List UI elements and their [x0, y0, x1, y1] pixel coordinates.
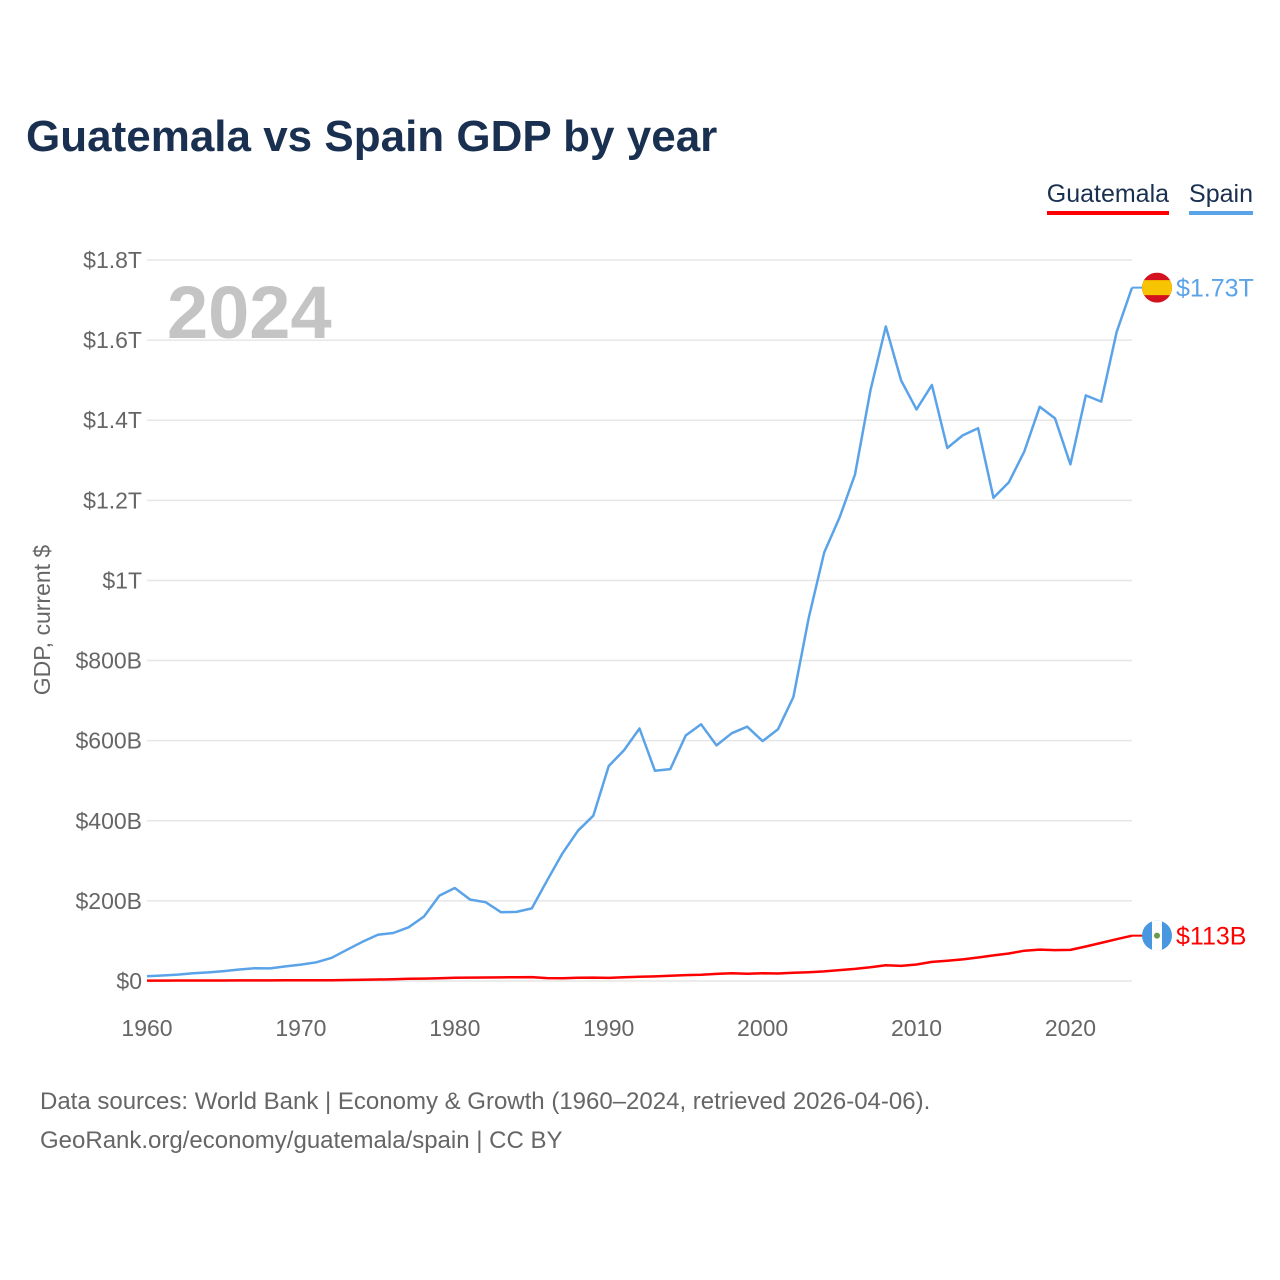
data-sources: Data sources: World Bank | Economy & Gro…: [40, 1088, 931, 1115]
x-tick-label: 1960: [121, 1015, 172, 1041]
x-tick-label: 2020: [1045, 1015, 1096, 1041]
legend-spain[interactable]: Spain: [1189, 180, 1253, 215]
y-axis-label: GDP, current $: [29, 545, 55, 696]
x-tick-label: 1980: [429, 1015, 480, 1041]
legend: Guatemala Spain: [1046, 180, 1253, 215]
y-tick-label: $1.8T: [83, 247, 142, 273]
y-tick-label: $1.4T: [83, 407, 142, 433]
source-link[interactable]: GeoRank.org/economy/guatemala/spain | CC…: [40, 1127, 563, 1154]
y-tick-label: $1T: [102, 567, 142, 593]
chart-title: Guatemala vs Spain GDP by year: [26, 112, 718, 161]
y-tick-label: $1.2T: [83, 487, 142, 513]
series-line-spain: [146, 287, 1134, 978]
footer: Data sources: World Bank | Economy & Gro…: [40, 1082, 930, 1160]
x-tick-label: 1990: [583, 1015, 634, 1041]
y-tick-label: $200B: [75, 888, 142, 914]
end-value-label: $113B: [1176, 923, 1246, 951]
year-watermark: 2024: [167, 271, 332, 354]
series-line-guatemala: [147, 934, 1133, 982]
x-tick-label: 1970: [275, 1015, 326, 1041]
y-tick-label: $0: [116, 968, 142, 994]
guatemala-flag-icon: [1142, 920, 1172, 951]
y-tick-label: $600B: [75, 728, 142, 754]
y-tick-label: $400B: [75, 808, 142, 834]
x-tick-label: 2010: [891, 1015, 942, 1041]
y-tick-label: $1.6T: [83, 327, 142, 353]
legend-guatemala[interactable]: Guatemala: [1046, 180, 1170, 215]
spain-flag-icon: [1142, 272, 1172, 303]
x-tick-label: 2000: [737, 1015, 788, 1041]
end-value-label: $1.73T: [1176, 275, 1254, 303]
y-tick-label: $800B: [75, 648, 142, 674]
